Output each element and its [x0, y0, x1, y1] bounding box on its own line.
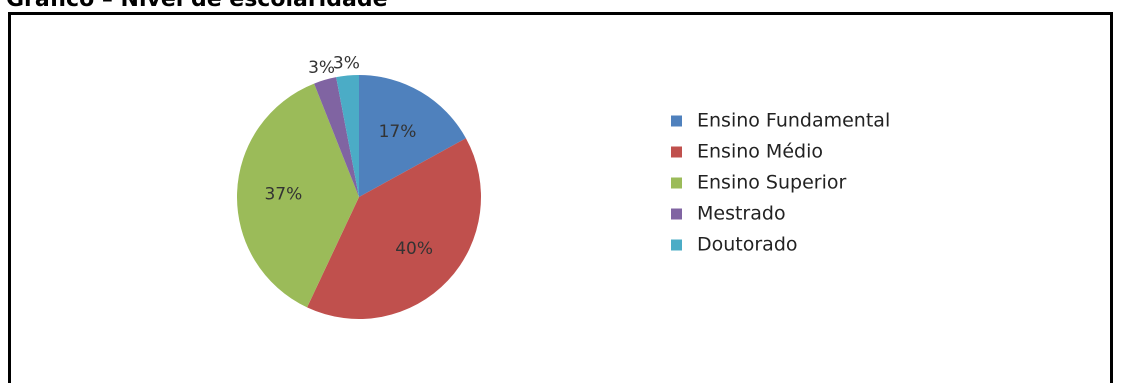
- legend-swatch-ensino-medio: [671, 146, 682, 158]
- pie-slice-mestrado: [314, 77, 359, 197]
- slice-label-ensino-superior: 37%: [264, 185, 302, 205]
- legend-label-mestrado: Mestrado: [697, 203, 786, 225]
- legend: Ensino Fundamental Ensino Médio Ensino Sup…: [671, 110, 890, 256]
- slice-label-ensino-fundamental: 17%: [379, 122, 417, 142]
- slice-label-doutorado: 3%: [333, 53, 360, 73]
- pie-slice-ensino-fundamental: [359, 75, 466, 197]
- legend-label-doutorado: Doutorado: [697, 234, 798, 256]
- legend-label-ensino-medio: Ensino Médio: [697, 141, 823, 163]
- legend-label-ensino-fundamental: Ensino Fundamental: [697, 110, 890, 132]
- legend-swatch-doutorado: [671, 239, 682, 251]
- page-title: Gráfico – Nível de escolaridade: [6, 0, 388, 11]
- legend-swatch-ensino-superior: [671, 177, 682, 189]
- pie-slice-ensino-medio: [307, 138, 481, 319]
- chart-frame: [8, 12, 1113, 383]
- slice-label-mestrado: 3%: [308, 58, 335, 78]
- pie-slice-doutorado: [336, 75, 359, 197]
- pie-slice-ensino-superior: [237, 83, 359, 308]
- legend-swatch-ensino-fundamental: [671, 115, 682, 127]
- legend-label-ensino-superior: Ensino Superior: [697, 172, 846, 194]
- pie-slice-labels: 17% 40% 37% 3%3%: [264, 53, 433, 258]
- pie-slices: [237, 75, 481, 319]
- slice-label-ensino-medio: 40%: [395, 239, 433, 259]
- legend-swatch-mestrado: [671, 208, 682, 220]
